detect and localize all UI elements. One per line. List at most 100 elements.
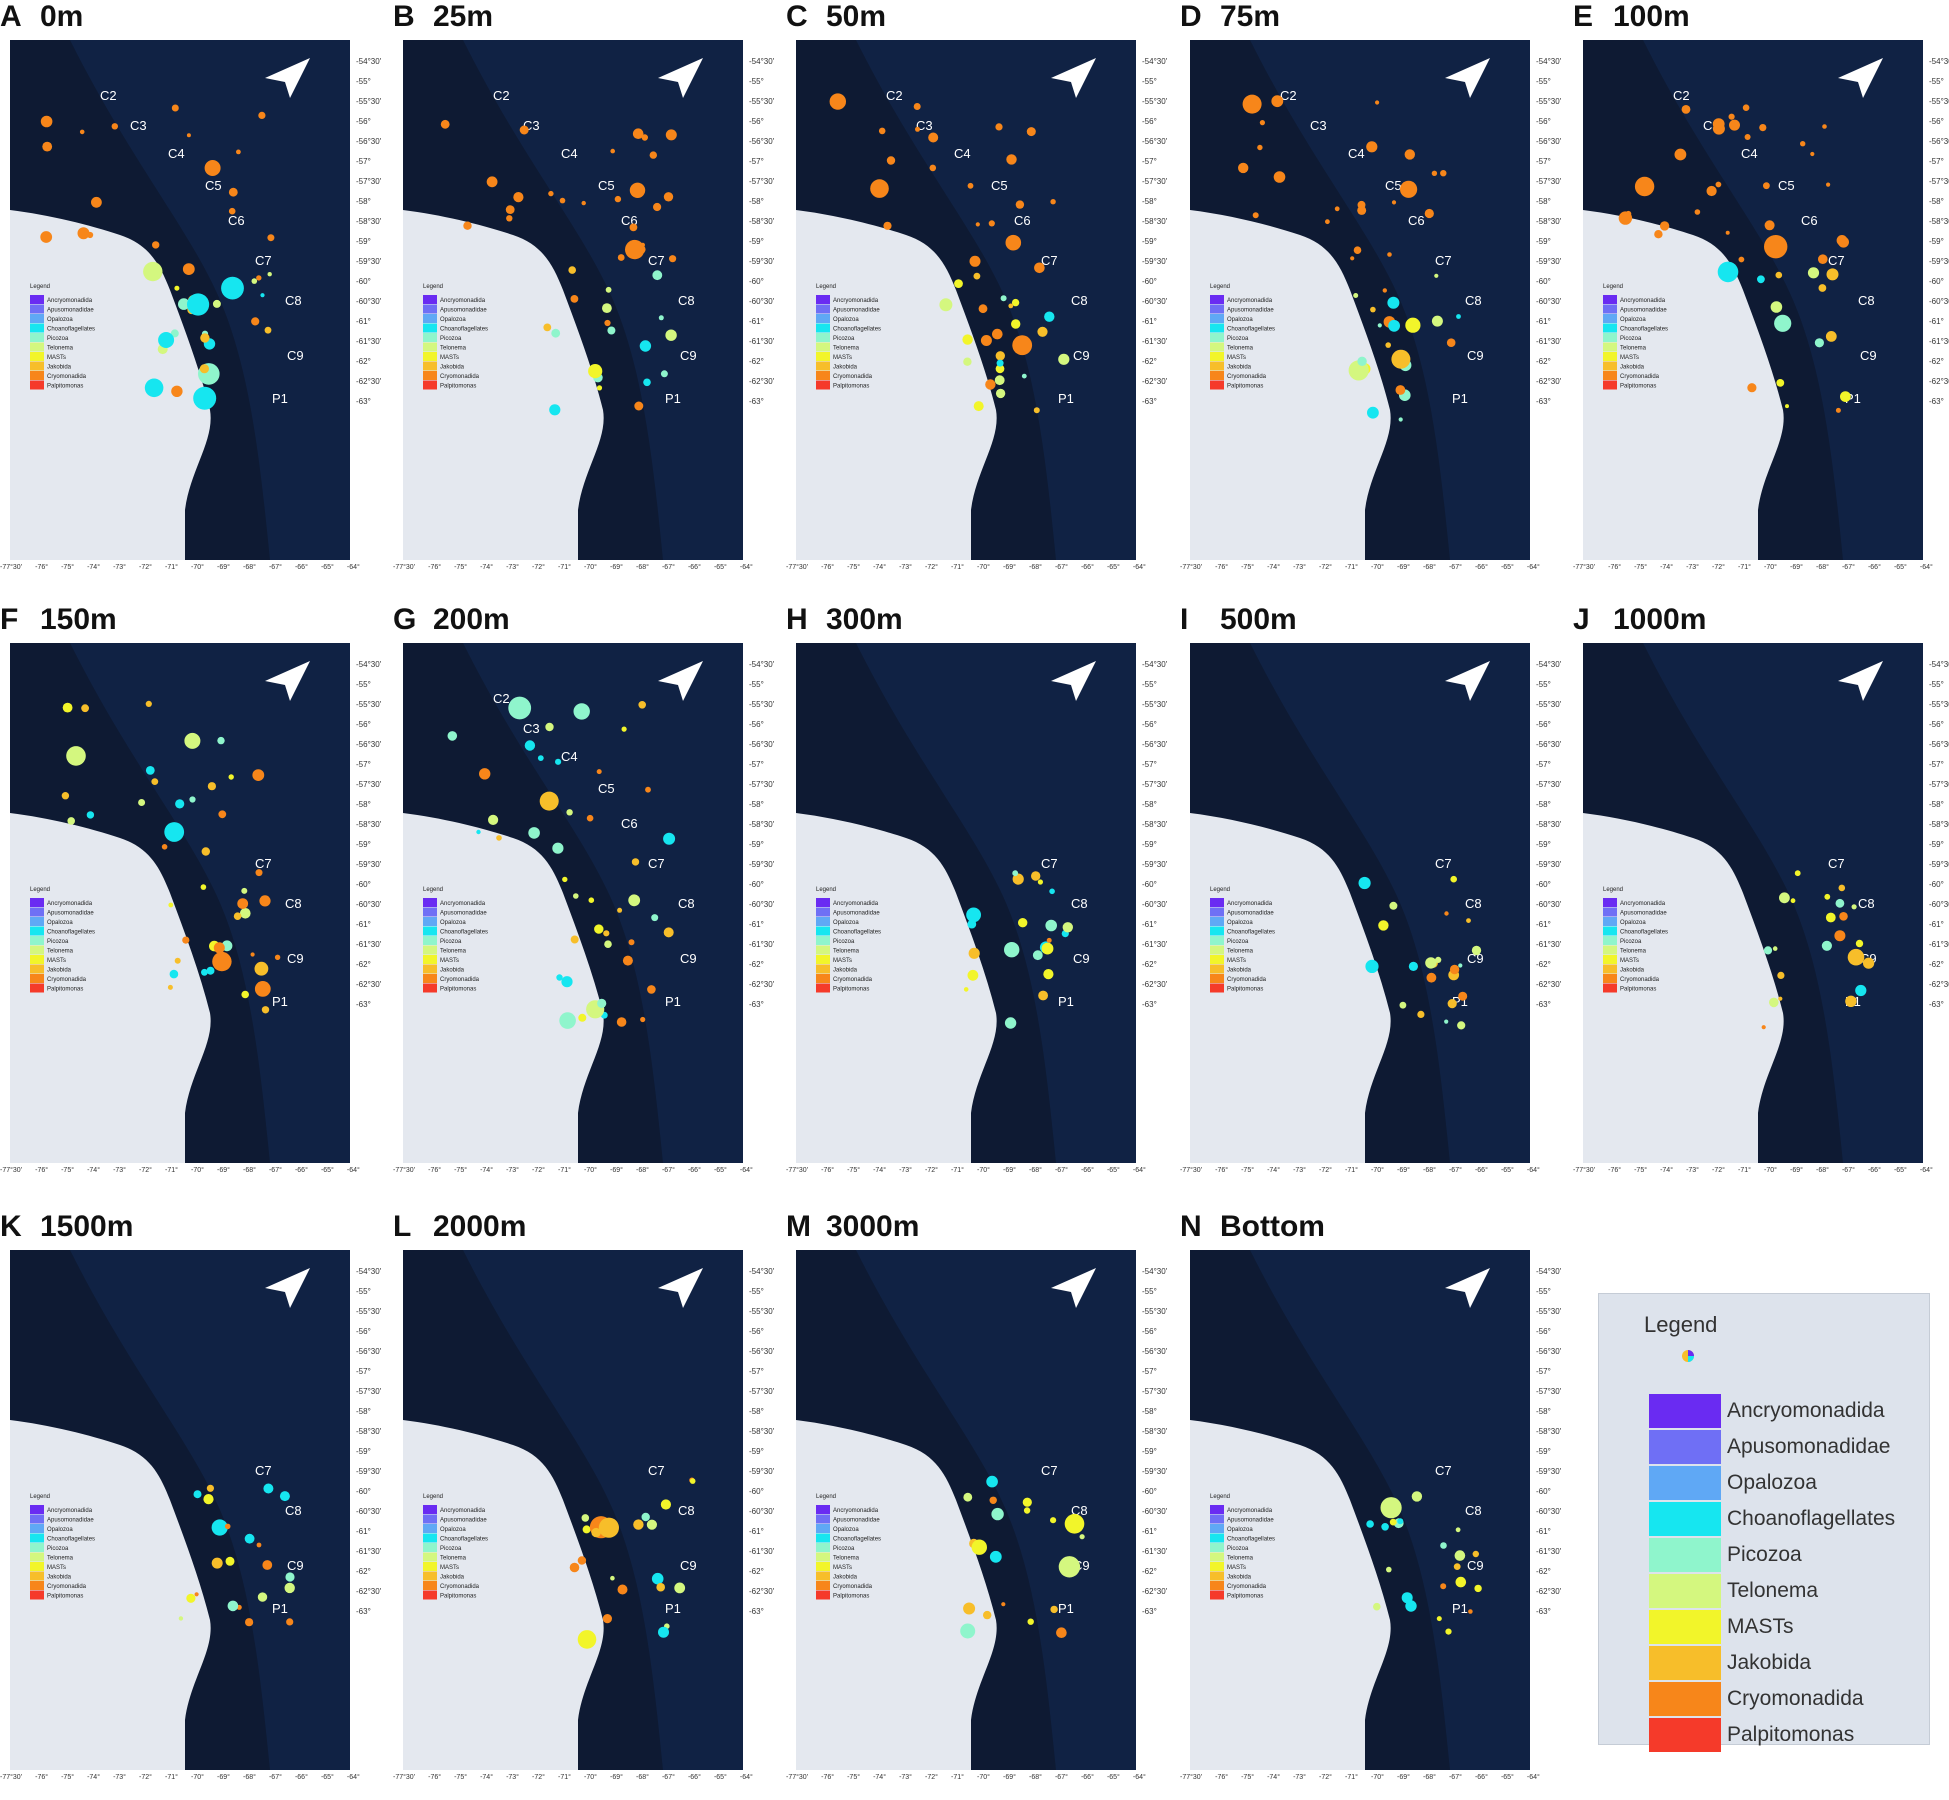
mini-legend-label: Ancryomonadida: [440, 1508, 486, 1514]
station-pie: [674, 1582, 686, 1594]
longitude-tick: -75°: [454, 1774, 468, 1781]
latitude-tick: -62°30': [1142, 980, 1168, 989]
longitude-tick: -65°: [320, 564, 334, 571]
legend-item-label: Apusomonadidae: [1727, 1435, 1891, 1458]
longitude-tick: -77°30': [393, 1774, 416, 1781]
station-pie: [168, 902, 174, 908]
mini-legend-label: MASTs: [1227, 355, 1246, 361]
longitude-tick: -77°30': [0, 564, 23, 571]
deep-ocean: [1250, 643, 1530, 1163]
transect-label: P1: [272, 994, 288, 1009]
latitude-tick: -55°30': [1929, 97, 1949, 106]
mini-legend-swatch: [816, 1562, 830, 1571]
mini-legend-swatch: [30, 295, 44, 304]
mini-legend-swatch: [1210, 898, 1224, 907]
transect-label: C6: [228, 213, 245, 228]
transect-label: C7: [255, 1463, 272, 1478]
latitude-tick: -55°30': [1929, 700, 1949, 709]
mini-legend-label: Picozoa: [1227, 1546, 1249, 1552]
legend-item-label: Ancryomonadida: [1727, 1399, 1885, 1422]
latitude-tick: -61°30': [1536, 940, 1562, 949]
latitude-tick: -54°30': [749, 660, 775, 669]
longitude-tick: -65°: [713, 564, 727, 571]
panel-label: D 75m: [1180, 0, 1280, 34]
station-pie: [167, 984, 173, 990]
station-pie: [1772, 946, 1778, 951]
latitude-tick: -63°: [356, 1607, 371, 1616]
mini-legend-title: Legend: [423, 1494, 443, 1500]
transect-label: P1: [1058, 391, 1074, 406]
north-arrow-icon: [1445, 1268, 1490, 1308]
mini-legend-label: Telonema: [833, 346, 860, 352]
latitude-tick: -60°: [749, 1487, 764, 1496]
transect-label: C9: [1073, 951, 1090, 966]
mini-legend-label: Ancryomonadida: [833, 1508, 879, 1514]
transect-label: C5: [1385, 178, 1402, 193]
station-pie: [647, 985, 656, 994]
station-pie: [640, 1016, 646, 1023]
station-pie: [193, 1490, 202, 1499]
panel-letter: D: [1180, 0, 1202, 33]
longitude-tick: -73°: [1686, 1167, 1699, 1174]
latitude-tick: -57°30': [1142, 1387, 1168, 1396]
latitude-tick: -60°30': [1536, 900, 1562, 909]
latitude-tick: -55°: [356, 77, 371, 86]
transect-label: C8: [1071, 896, 1088, 911]
station-pie: [607, 326, 616, 335]
longitude-tick: -76°: [1608, 1167, 1622, 1174]
mini-legend-swatch: [30, 1590, 44, 1600]
mini-legend-label: Picozoa: [47, 336, 69, 342]
longitude-tick: -70°: [584, 1167, 597, 1174]
legend-item: Picozoa: [1649, 1538, 1802, 1572]
mini-legend-label: MASTs: [47, 1565, 66, 1571]
latitude-tick: -56°: [356, 720, 371, 729]
mini-legend-label: Jakobida: [47, 968, 72, 974]
station-pie: [967, 969, 979, 981]
latitude-tick: -55°: [749, 1287, 764, 1296]
station-pie: [228, 207, 236, 215]
longitude-tick: -76°: [35, 564, 49, 571]
latitude-tick: -59°30': [1142, 1467, 1168, 1476]
station-pie: [1457, 1021, 1466, 1030]
latitude-tick: -61°: [1142, 920, 1157, 929]
panel-depth-title: 500m: [1220, 603, 1297, 636]
latitude-tick: -57°30': [1142, 177, 1168, 186]
mini-legend-label: Ancryomonadida: [833, 298, 879, 304]
station-pie: [178, 1616, 184, 1621]
latitude-tick: -61°: [356, 1527, 371, 1536]
station-pie: [1378, 920, 1389, 931]
latitude-tick: -58°: [1142, 800, 1157, 809]
map-panel: F 150m C7 C8 C9 P1 Ancryomonadida Apusomonadida…: [0, 603, 385, 1193]
latitude-tick: -62°: [1142, 357, 1157, 366]
latitude-tick: -60°30': [1536, 297, 1562, 306]
longitude-tick: -68°: [635, 564, 649, 571]
latitude-tick: -59°: [1142, 1447, 1157, 1456]
station-pie: [228, 187, 238, 197]
deep-ocean: [70, 643, 350, 1163]
land-mass: [403, 210, 604, 560]
longitude-tick: -68°: [1028, 564, 1042, 571]
station-pie: [261, 1006, 270, 1014]
mini-legend-label: Jakobida: [833, 968, 858, 974]
latitude-tick: -55°: [1142, 77, 1157, 86]
station-pie: [988, 220, 995, 227]
panel-letter: A: [0, 0, 22, 33]
station-pie: [582, 1525, 591, 1534]
mini-legend-swatch: [423, 371, 437, 380]
station-pie: [1004, 942, 1020, 958]
legend-swatch: [1649, 1394, 1721, 1428]
longitude-tick: -71°: [558, 564, 571, 571]
station-pie: [1389, 901, 1398, 910]
mini-legend-swatch: [1210, 907, 1224, 917]
mini-legend-swatch: [1603, 898, 1617, 907]
latitude-tick: -61°30': [749, 337, 775, 346]
station-pie: [929, 164, 937, 172]
mini-legend-label: Opalozoa: [833, 317, 859, 323]
mini-legend-swatch: [423, 898, 437, 907]
station-pie: [1717, 261, 1739, 283]
station-pie: [1357, 356, 1367, 366]
longitude-tick: -74°: [1267, 1167, 1280, 1174]
mini-legend: Ancryomonadida Apusomonadidae Opalozoa Choa…: [1210, 284, 1275, 390]
transect-label: C3: [523, 721, 540, 736]
